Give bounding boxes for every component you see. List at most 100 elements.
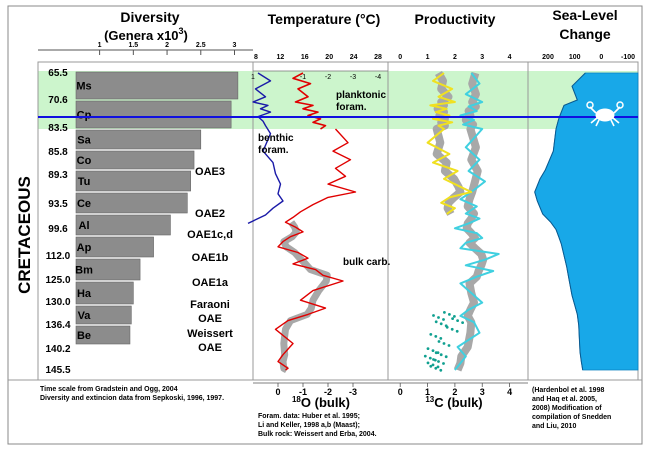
temperature-series: [247, 72, 357, 374]
c13-dot: [426, 347, 430, 350]
c13-dot: [423, 354, 427, 358]
o18-label-text: O (bulk): [301, 395, 350, 410]
temperature-top-tick: 28: [374, 54, 382, 61]
event-oae1a: OAE1a: [192, 277, 229, 289]
productivity-axes: 0 1 2 3 4 0 1 2 3 4: [388, 54, 528, 397]
o18-bottom-tick-label: -3: [349, 387, 357, 397]
label-planktonic-2: foram.: [336, 102, 367, 113]
c13-bottom-tick-label: 3: [480, 387, 485, 397]
c13-yellow-line: [426, 72, 473, 215]
sealevel-title-2: Change: [559, 26, 611, 42]
temperature-top-tick: 24: [350, 54, 358, 61]
o18-bottom-tick-label: 0: [275, 387, 280, 397]
sealevel-title-1: Sea-Level: [552, 7, 617, 23]
c13-dot: [450, 327, 454, 331]
o18-top-tick: -3: [350, 74, 356, 81]
c13-dot: [428, 356, 432, 360]
diversity-tick-label: 1.5: [128, 42, 138, 49]
c13-dot: [451, 317, 454, 320]
stage-label-sa: Sa: [77, 135, 91, 147]
age-label: 83.5: [48, 123, 68, 134]
age-label: 85.8: [48, 147, 68, 158]
age-label: 125.0: [45, 275, 70, 286]
diversity-subtitle-sup: 3: [179, 26, 184, 36]
event-faraoni-oae: OAE: [198, 313, 222, 325]
stage-labels: Ms Cp Sa Co Tu Ce Al Ap Bm Ha Va Be: [75, 81, 93, 343]
c13-bottom-tick-label: 1: [425, 387, 430, 397]
c13-dot: [439, 322, 443, 326]
event-faraoni: Faraoni: [190, 299, 230, 311]
footnote-mid-1: Foram. data: Huber et al. 1995;: [258, 413, 360, 420]
o18-sup: 18: [292, 395, 301, 404]
c13-bottom-tick-label: 4: [507, 387, 512, 397]
diversity-bar-ms: [75, 71, 239, 100]
age-label: 130.0: [45, 297, 70, 308]
c13-dot: [439, 337, 443, 340]
sealevel-axis: 200 100 0 -100: [542, 54, 635, 61]
c13-dot: [429, 333, 433, 336]
c13-dot: [456, 319, 459, 322]
o18-top-tick: -4: [375, 74, 381, 81]
c13-dot: [434, 320, 438, 324]
c13-dot: [442, 362, 445, 365]
label-benthic-2: foram.: [258, 145, 289, 156]
productivity-top-tick: 0: [398, 54, 402, 61]
sealevel-top-tick: 0: [599, 54, 603, 61]
stage-label-tu: Tu: [78, 176, 91, 188]
diversity-bar-ap: [75, 236, 154, 258]
stage-label-co: Co: [77, 155, 92, 167]
age-label: 145.5: [45, 365, 70, 376]
diversity-tick-label: 2: [165, 42, 169, 49]
diversity-bar-sa: [75, 129, 202, 150]
o18-top-tick: 1: [251, 74, 255, 81]
event-oae1b: OAE1b: [192, 252, 229, 264]
event-oae3: OAE3: [195, 166, 225, 178]
sealevel-curve: [534, 72, 586, 371]
footnote-left-1: Time scale from Gradstein and Ogg, 2004: [40, 386, 178, 393]
footnote-right-3: 2008) Modification of: [532, 405, 602, 412]
age-label: 99.6: [48, 224, 68, 235]
footnote-right-4: compilation of Snedden: [532, 414, 611, 421]
c13-dot: [439, 368, 443, 372]
diversity-bar-tu: [75, 170, 191, 192]
c13-dot: [447, 344, 451, 347]
diversity-bar-co: [75, 150, 195, 170]
temperature-top-tick: 20: [325, 54, 333, 61]
diversity-bar-ha: [75, 281, 134, 305]
c13-label-text: C (bulk): [434, 395, 482, 410]
age-labels: 65.5 70.6 83.5 85.8 89.3 93.5 99.6 112.0 125.0 13…: [45, 68, 70, 376]
c13-dot: [455, 329, 459, 333]
outer-frame: [7, 5, 643, 445]
diversity-tick-label: 1: [98, 42, 102, 49]
o18-bottom-tick-label: -2: [324, 387, 332, 397]
footnote-right-5: and Liu, 2010: [532, 423, 576, 430]
footnote-right-2: and Haq et al. 2005,: [532, 396, 597, 403]
diversity-bar-al: [75, 214, 171, 236]
temperature-top-tick: 8: [254, 54, 258, 61]
o18-top-tick: -2: [325, 74, 331, 81]
sealevel-area: [534, 72, 639, 371]
era-label: CRETACEOUS: [15, 176, 34, 294]
diversity-tick-label: 2.5: [196, 42, 206, 49]
c13-cyan-line: [453, 72, 500, 371]
diversity-subtitle-main: (Genera x10: [104, 28, 178, 43]
c13-dot: [434, 351, 438, 355]
crab-icon: [586, 101, 624, 127]
stage-label-ms: Ms: [76, 81, 91, 93]
event-oae2: OAE2: [195, 208, 225, 220]
stage-label-cp: Cp: [77, 110, 92, 122]
footnote-mid-2: Li and Keller, 1998 a,b (Maast);: [258, 422, 360, 429]
c13-dot: [434, 335, 438, 338]
c13-dot: [444, 355, 448, 359]
diversity-axis: 1 1.5 2 2.5 3: [38, 42, 253, 55]
productivity-title: Productivity: [415, 11, 496, 27]
diversity-title: Diversity: [120, 9, 179, 25]
c13-dot: [442, 342, 446, 345]
c13-dot: [429, 364, 433, 368]
productivity-series: [423, 71, 500, 372]
c13-dot: [442, 318, 445, 321]
temperature-top-tick: 12: [277, 54, 285, 61]
label-planktonic-1: planktonic: [336, 90, 386, 101]
diversity-tick-label: 3: [233, 42, 237, 49]
